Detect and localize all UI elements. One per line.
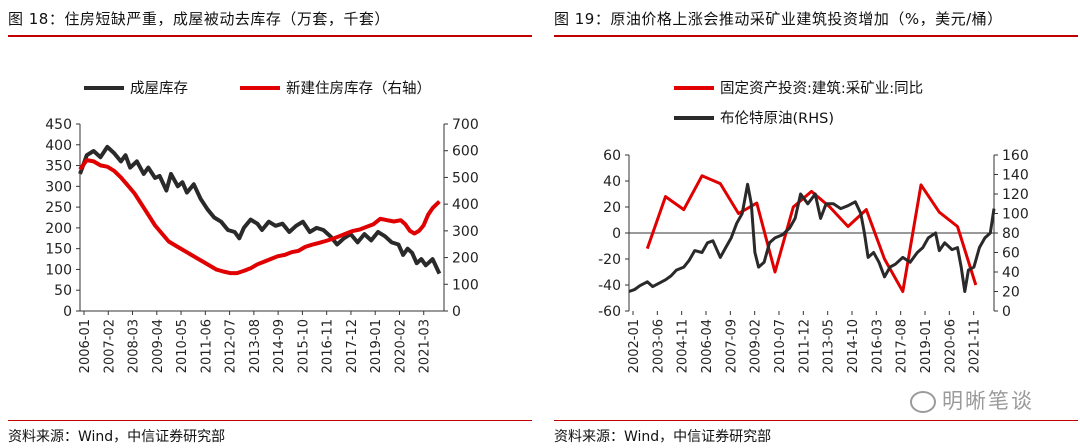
- legend-label-2: 新建住房库存（右轴）: [286, 80, 431, 97]
- y-left-tick-label: 100: [45, 262, 72, 278]
- x-tick-label: 2021-03: [418, 319, 433, 373]
- x-tick-label: 2011-06: [199, 319, 214, 373]
- x-tick-label: 2006-01: [78, 319, 93, 373]
- figure-18-title: 图 18：住房短缺严重，成屋被动去库存（万套，千套）: [8, 10, 390, 28]
- y-right-tick-label: 20: [1002, 285, 1020, 301]
- title-divider: [554, 35, 1078, 37]
- figure-18-panel: 图 18：住房短缺严重，成屋被动去库存（万套，千套） 0 50 100 150 200 2…: [8, 0, 532, 448]
- series-line-2: [78, 158, 441, 276]
- x-tick-label: 2019-01: [919, 319, 934, 373]
- x-tick-label: 2002-01: [627, 319, 642, 373]
- x-tick-label: 2015-10: [296, 319, 311, 373]
- wechat-icon: [910, 391, 936, 413]
- figure-19-panel: 图 19：原油价格上涨会推动采矿业建筑投资增加（%，美元/桶） -60 -40 -2…: [554, 0, 1078, 448]
- x-tick-label: 2006-04: [700, 319, 715, 373]
- x-tick-label: 2007-02: [102, 319, 117, 373]
- y-right-tick-label: 160: [1002, 148, 1029, 164]
- y-left-tick-label: 350: [45, 159, 72, 175]
- x-tick-label: 2003-06: [651, 319, 666, 373]
- y-left-tick-label: 150: [45, 242, 72, 258]
- source-divider: [8, 420, 532, 421]
- x-tick-label: 2020-06: [943, 319, 958, 373]
- series-line-1: [645, 174, 978, 293]
- y-right-tick-label: 60: [1002, 246, 1020, 262]
- x-tick-label: 2016-11: [321, 319, 336, 373]
- chart-mining-investment-oil: -60 -40 -20 0 20 40 60 0 20 40 60 80 100 120 140 160 200…: [598, 80, 1029, 373]
- y-left-tick-label: 400: [45, 138, 72, 154]
- x-tick-label: 2011-12: [797, 319, 812, 373]
- figure-19-title: 图 19：原油价格上涨会推动采矿业建筑投资增加（%，美元/桶）: [554, 10, 1003, 28]
- x-tick-label: 2019-01: [369, 319, 384, 373]
- source-divider: [554, 420, 1078, 421]
- y-left-tick-label: 300: [45, 179, 72, 195]
- y-right-tick-label: 100: [1002, 207, 1029, 223]
- legend-label-1: 成屋库存: [130, 80, 188, 97]
- x-tick-label: 2013-08: [248, 319, 263, 373]
- y-right-tick-label: 80: [1002, 226, 1020, 242]
- series-line-1: [78, 144, 442, 275]
- y-left-tick-label: 40: [603, 174, 621, 190]
- y-left-tick-label: 50: [54, 283, 72, 299]
- x-tick-label: 2009-04: [151, 319, 166, 373]
- x-tick-label: 2013-05: [822, 319, 837, 373]
- y-left-tick-label: 450: [45, 117, 72, 133]
- x-tick-label: 2017-12: [345, 319, 360, 373]
- y-right-tick-label: 40: [1002, 265, 1020, 281]
- y-left-tick-label: -60: [598, 304, 621, 320]
- y-left-tick-label: 200: [45, 221, 72, 237]
- x-tick-label: 2014-09: [272, 319, 287, 373]
- y-right-tick-label: 120: [1002, 187, 1029, 203]
- y-right-tick-label: 0: [1002, 304, 1011, 320]
- legend-label-1: 固定资产投资:建筑:采矿业:同比: [720, 80, 923, 97]
- y-left-tick-label: 20: [603, 200, 621, 216]
- y-right-tick-label: 0: [452, 304, 461, 320]
- watermark-text: 明晰笔谈: [942, 389, 1034, 413]
- y-left-tick-label: 0: [63, 304, 72, 320]
- legend-label-2: 布伦特原油(RHS): [720, 110, 834, 127]
- x-tick-label: 2004-11: [676, 319, 691, 373]
- y-left-tick-label: -20: [598, 252, 621, 268]
- watermark: 明晰笔谈: [910, 385, 1034, 415]
- y-right-tick-label: 100: [452, 277, 479, 293]
- y-left-tick-label: 0: [612, 226, 621, 242]
- x-tick-label: 2020-02: [393, 319, 408, 373]
- x-tick-label: 2012-07: [224, 319, 239, 373]
- y-right-tick-label: 140: [1002, 168, 1029, 184]
- x-tick-label: 2007-09: [724, 319, 739, 373]
- x-tick-label: 2010-07: [773, 319, 788, 373]
- x-tick-label: 2008-03: [127, 319, 142, 373]
- figure-19-source: 资料来源：Wind，中信证券研究部: [554, 429, 772, 445]
- figure-18-source: 资料来源：Wind，中信证券研究部: [8, 429, 226, 445]
- x-tick-label: 2009-02: [749, 319, 764, 373]
- x-tick-label: 2014-10: [846, 319, 861, 373]
- y-right-tick-label: 400: [452, 197, 479, 213]
- y-right-tick-label: 500: [452, 170, 479, 186]
- y-right-tick-label: 700: [452, 117, 479, 133]
- x-tick-label: 2017-08: [895, 319, 910, 373]
- chart-housing-inventory: 0 50 100 150 200 250 300 350 400 450 0 100 200 300 400…: [45, 80, 479, 373]
- x-tick-label: 2016-03: [870, 319, 885, 373]
- y-left-tick-label: 60: [603, 148, 621, 164]
- y-right-tick-label: 300: [452, 224, 479, 240]
- series-line-2: [628, 182, 996, 293]
- title-divider: [8, 35, 532, 37]
- y-right-tick-label: 200: [452, 251, 479, 267]
- x-tick-label: 2010-05: [175, 319, 190, 373]
- x-tick-label: 2021-11: [968, 319, 983, 373]
- y-left-tick-label: -40: [598, 278, 621, 294]
- y-left-tick-label: 250: [45, 200, 72, 216]
- y-right-tick-label: 600: [452, 144, 479, 160]
